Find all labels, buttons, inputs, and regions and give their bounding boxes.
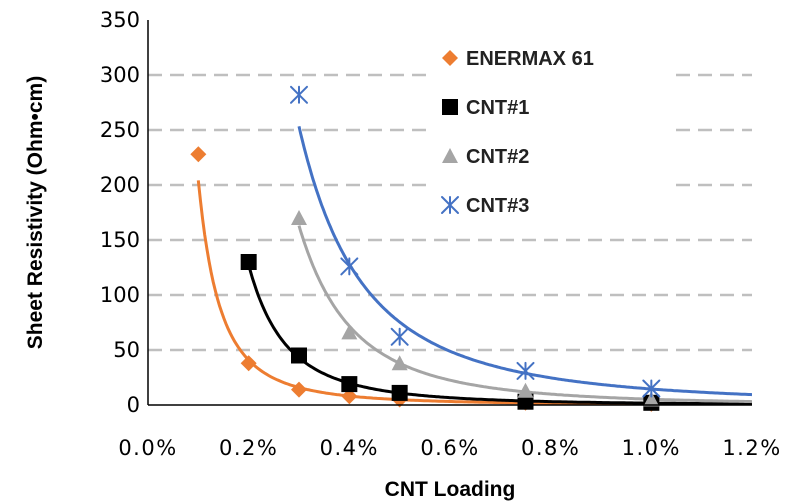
cnt-2-point: [643, 391, 660, 407]
cnt-2-legend-marker: [442, 148, 458, 163]
cnt-1-trendline: [247, 264, 752, 405]
data-points: [190, 85, 661, 412]
cnt-1-point: [240, 254, 257, 270]
legend-box: [432, 36, 672, 231]
y-tick-label: 50: [113, 338, 140, 362]
enermax-61-point: [190, 146, 207, 163]
x-axis-title: CNT Loading: [385, 478, 516, 501]
tick-labels: 0 50 100 150 200 250 300 350 0.0% 0.2% 0.4% 0.6% 0.8…: [100, 8, 781, 460]
cnt-3-legend-marker: [441, 196, 459, 214]
cnt-2-point: [391, 355, 408, 371]
cnt-1-point: [291, 347, 307, 364]
cnt-1-point: [341, 376, 358, 393]
x-tick-label: 1.0%: [622, 436, 681, 460]
cnt-3-point: [340, 257, 359, 276]
enermax-61-legend-marker: [442, 50, 458, 66]
cnt-3-point: [390, 327, 409, 346]
y-tick-label: 0: [127, 393, 140, 417]
x-tick-label: 0.6%: [420, 436, 479, 460]
x-tick-label: 0.0%: [118, 436, 177, 460]
cnt-3-point: [516, 361, 535, 380]
x-tick-label: 0.8%: [521, 436, 580, 460]
cnt-1-legend-label: CNT#1: [466, 97, 529, 119]
y-axis-title: Sheet Resistivity (Ohm•cm): [24, 76, 47, 349]
enermax-61-point: [341, 388, 358, 405]
cnt-2-point: [291, 210, 307, 225]
legend-background: [432, 36, 672, 231]
x-tick-label: 0.4%: [320, 436, 379, 460]
cnt-3-point: [642, 379, 661, 398]
y-tick-label: 150: [100, 228, 140, 252]
gridlines: [148, 73, 752, 352]
y-tick-label: 250: [100, 118, 140, 142]
x-tick-label: 1.2%: [722, 436, 781, 460]
cnt-3-legend-label: CNT#3: [466, 195, 529, 217]
cnt-2-legend-label: CNT#2: [466, 146, 529, 168]
cnt-2-point: [341, 324, 358, 340]
cnt-1-legend-marker: [442, 99, 458, 115]
y-tick-label: 300: [100, 63, 140, 87]
cnt-3-point: [290, 85, 308, 104]
enermax-61-point: [291, 381, 307, 398]
y-tick-label: 350: [100, 8, 140, 32]
y-tick-label: 100: [100, 283, 140, 307]
cnt-1-point: [391, 384, 408, 401]
enermax-61-legend-label: ENERMAX 61: [466, 48, 594, 70]
y-tick-label: 200: [100, 173, 140, 197]
axes: [147, 20, 752, 406]
enermax-61-point: [240, 355, 257, 372]
cnt-2-point: [517, 382, 534, 398]
x-tick-label: 0.2%: [219, 436, 278, 460]
legend: ENERMAX 61 CNT#1 CNT#2 CNT#3: [441, 48, 594, 217]
